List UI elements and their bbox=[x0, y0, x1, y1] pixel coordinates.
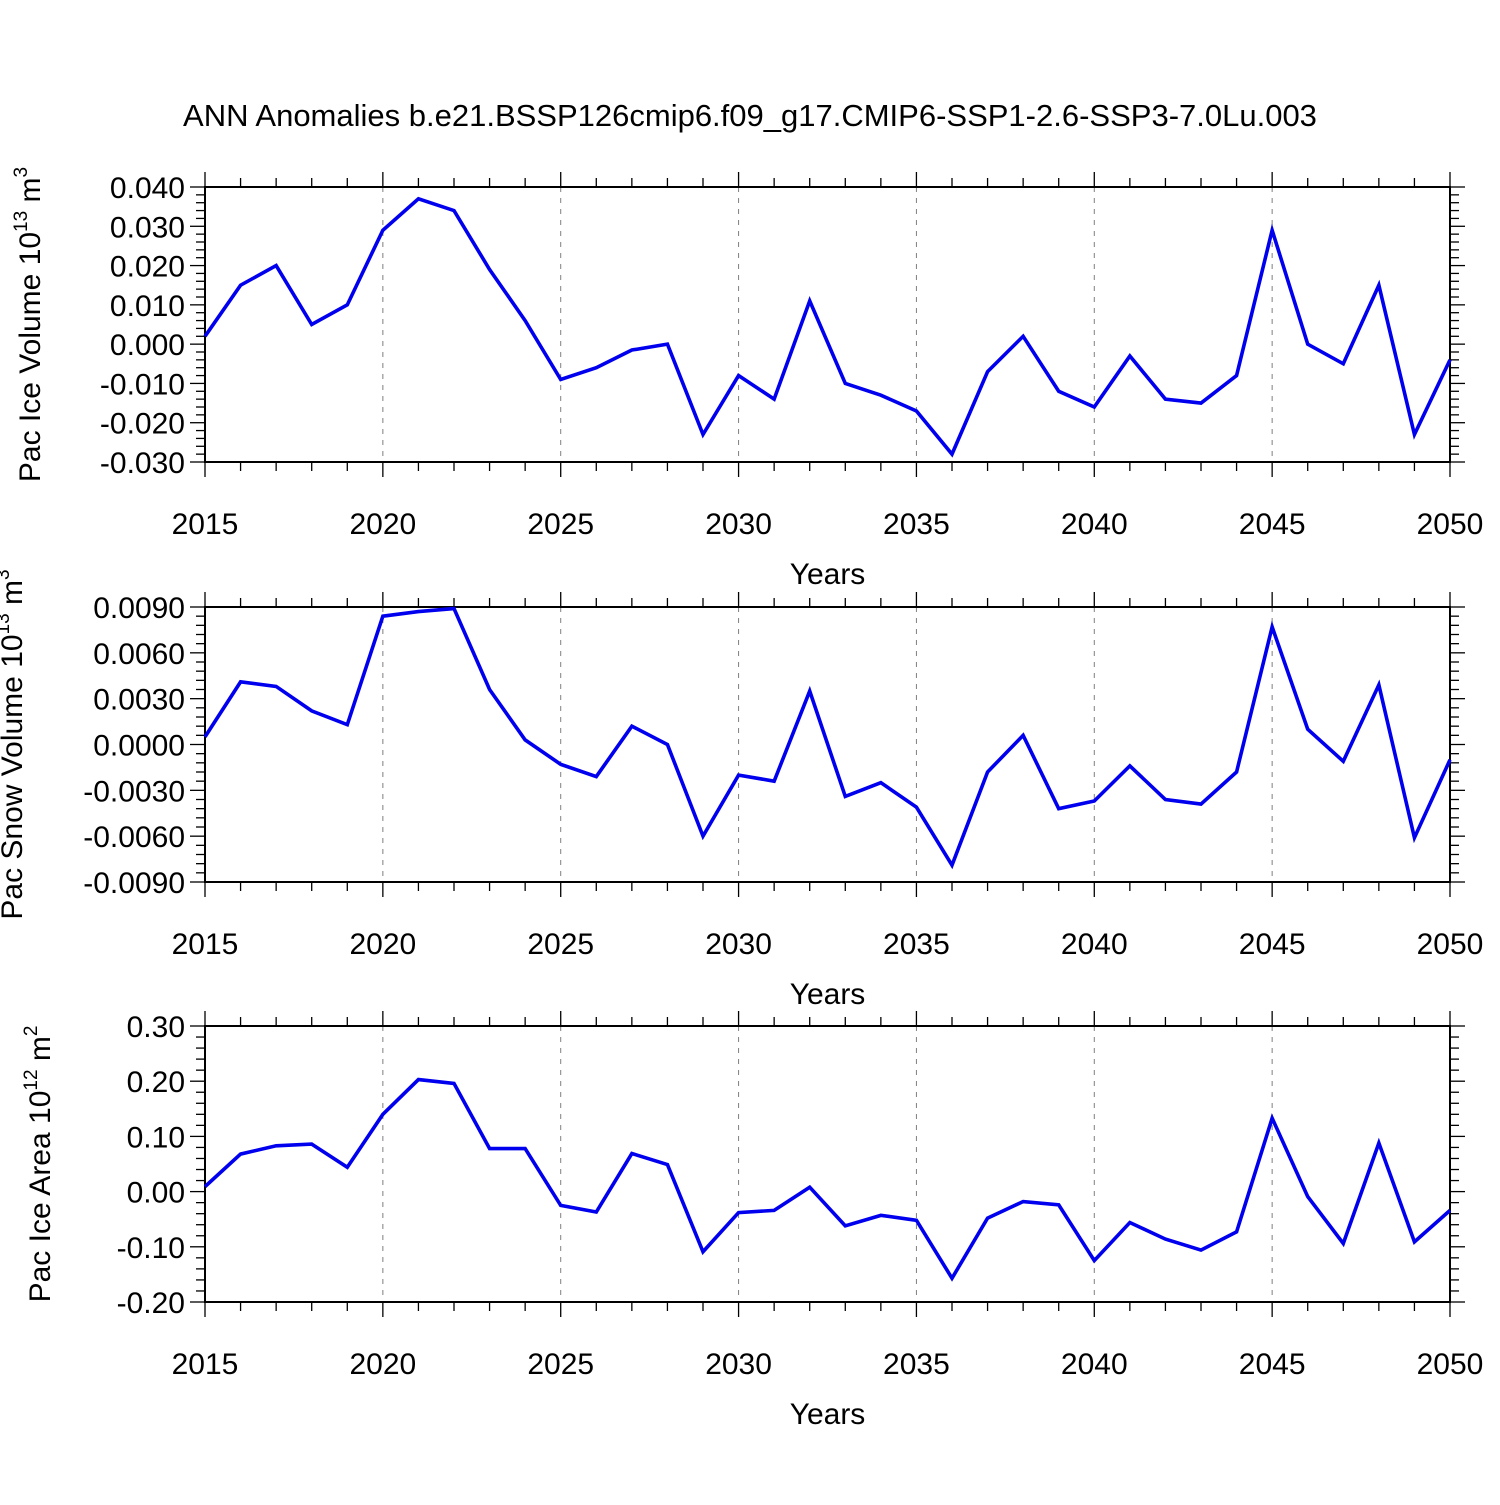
y-axis-label: Pac Ice Volume 1013 m3 bbox=[11, 167, 47, 482]
y-axis-label-part: Pac Ice Area 10 bbox=[24, 1091, 57, 1303]
y-tick-label: 0.020 bbox=[110, 251, 185, 284]
x-tick-label: 2050 bbox=[1417, 1348, 1484, 1381]
y-axis-label-part: m bbox=[14, 177, 47, 210]
y-tick-label: 0.30 bbox=[127, 1011, 185, 1044]
x-tick-label: 2035 bbox=[883, 1348, 950, 1381]
y-axis-label-part: Pac Snow Volume 10 bbox=[0, 634, 29, 919]
y-axis-label-part: m bbox=[24, 1036, 57, 1069]
y-tick-label: 0.0090 bbox=[93, 592, 185, 625]
y-tick-label: 0.010 bbox=[110, 290, 185, 323]
x-tick-label: 2035 bbox=[883, 508, 950, 541]
x-tick-label: 2040 bbox=[1061, 928, 1128, 961]
plot-frame bbox=[204, 1025, 1451, 1303]
x-axis-label: Years bbox=[790, 558, 866, 591]
panel-pac-snow-volume: 0.0090 0.0060 0.0030 0.0000 -0.0030 -0.0060 -0… bbox=[0, 569, 1483, 1011]
y-axis-label-sup: 3 bbox=[11, 167, 32, 178]
chart-title: ANN Anomalies b.e21.BSSP126cmip6.f09_g17… bbox=[183, 98, 1317, 133]
y-axis-label-sup: 2 bbox=[21, 1026, 42, 1037]
y-tick-label: -0.20 bbox=[117, 1287, 185, 1320]
y-axis-label-sup: 12 bbox=[21, 1069, 42, 1090]
y-tick-label: -0.0090 bbox=[83, 867, 185, 900]
x-tick-label: 2025 bbox=[527, 508, 594, 541]
series-pac-snow-volume bbox=[203, 606, 1452, 870]
y-axis-label-sup: 13 bbox=[11, 211, 32, 232]
x-tick-label: 2015 bbox=[172, 508, 239, 541]
x-tick-label: 2045 bbox=[1239, 928, 1306, 961]
x-tick-label: 2025 bbox=[527, 928, 594, 961]
series-pac-ice-area bbox=[203, 1077, 1452, 1282]
y-tick-label: 0.0030 bbox=[93, 684, 185, 717]
x-tick-label: 2015 bbox=[172, 1348, 239, 1381]
x-tick-label: 2030 bbox=[705, 928, 772, 961]
x-axis-label: Years bbox=[790, 978, 866, 1011]
y-tick-label: 0.0060 bbox=[93, 638, 185, 671]
y-tick-label: -0.10 bbox=[117, 1232, 185, 1265]
x-tick-label: 2050 bbox=[1417, 508, 1484, 541]
panel-pac-ice-volume: 0.040 0.030 0.020 0.010 0.000 -0.010 -0.020 -0.… bbox=[11, 167, 1483, 591]
y-tick-label: -0.0030 bbox=[83, 775, 185, 808]
x-tick-label: 2020 bbox=[349, 1348, 416, 1381]
y-axis-label-sup: 3 bbox=[0, 569, 14, 580]
x-tick-label: 2040 bbox=[1061, 508, 1128, 541]
y-tick-label: 0.10 bbox=[127, 1121, 185, 1154]
y-tick-label: 0.000 bbox=[110, 329, 185, 362]
y-tick-label: -0.0060 bbox=[83, 821, 185, 854]
plot-frame bbox=[204, 186, 1451, 463]
y-tick-label: 0.00 bbox=[127, 1177, 185, 1210]
y-tick-label: -0.020 bbox=[100, 408, 185, 441]
y-axis-label-sup: 13 bbox=[0, 613, 14, 634]
x-tick-label: 2030 bbox=[705, 1348, 772, 1381]
y-tick-label: 0.040 bbox=[110, 172, 185, 205]
y-axis-label-part: Pac Ice Volume 10 bbox=[14, 232, 47, 482]
x-tick-label: 2015 bbox=[172, 928, 239, 961]
x-tick-label: 2035 bbox=[883, 928, 950, 961]
y-tick-label: -0.030 bbox=[100, 447, 185, 480]
y-tick-label: 0.0000 bbox=[93, 730, 185, 763]
x-tick-label: 2030 bbox=[705, 508, 772, 541]
x-tick-label: 2040 bbox=[1061, 1348, 1128, 1381]
y-axis-label: Pac Snow Volume 1013 m3 bbox=[0, 569, 29, 919]
x-tick-label: 2050 bbox=[1417, 928, 1484, 961]
x-axis-label: Years bbox=[790, 1398, 866, 1431]
y-tick-label: 0.030 bbox=[110, 211, 185, 244]
series-pac-ice-volume bbox=[203, 196, 1452, 458]
y-axis-label-part: m bbox=[0, 580, 29, 613]
x-tick-label: 2020 bbox=[349, 928, 416, 961]
y-axis-label: Pac Ice Area 1012 m2 bbox=[21, 1026, 57, 1303]
x-tick-label: 2020 bbox=[349, 508, 416, 541]
x-tick-label: 2045 bbox=[1239, 1348, 1306, 1381]
y-tick-label: -0.010 bbox=[100, 368, 185, 401]
panel-pac-ice-area: 0.30 0.20 0.10 0.00 -0.10 -0.20 2015 2020 2025 20… bbox=[21, 1011, 1483, 1431]
x-tick-label: 2025 bbox=[527, 1348, 594, 1381]
x-tick-label: 2045 bbox=[1239, 508, 1306, 541]
y-tick-label: 0.20 bbox=[127, 1066, 185, 1099]
plot-frame bbox=[204, 606, 1451, 883]
